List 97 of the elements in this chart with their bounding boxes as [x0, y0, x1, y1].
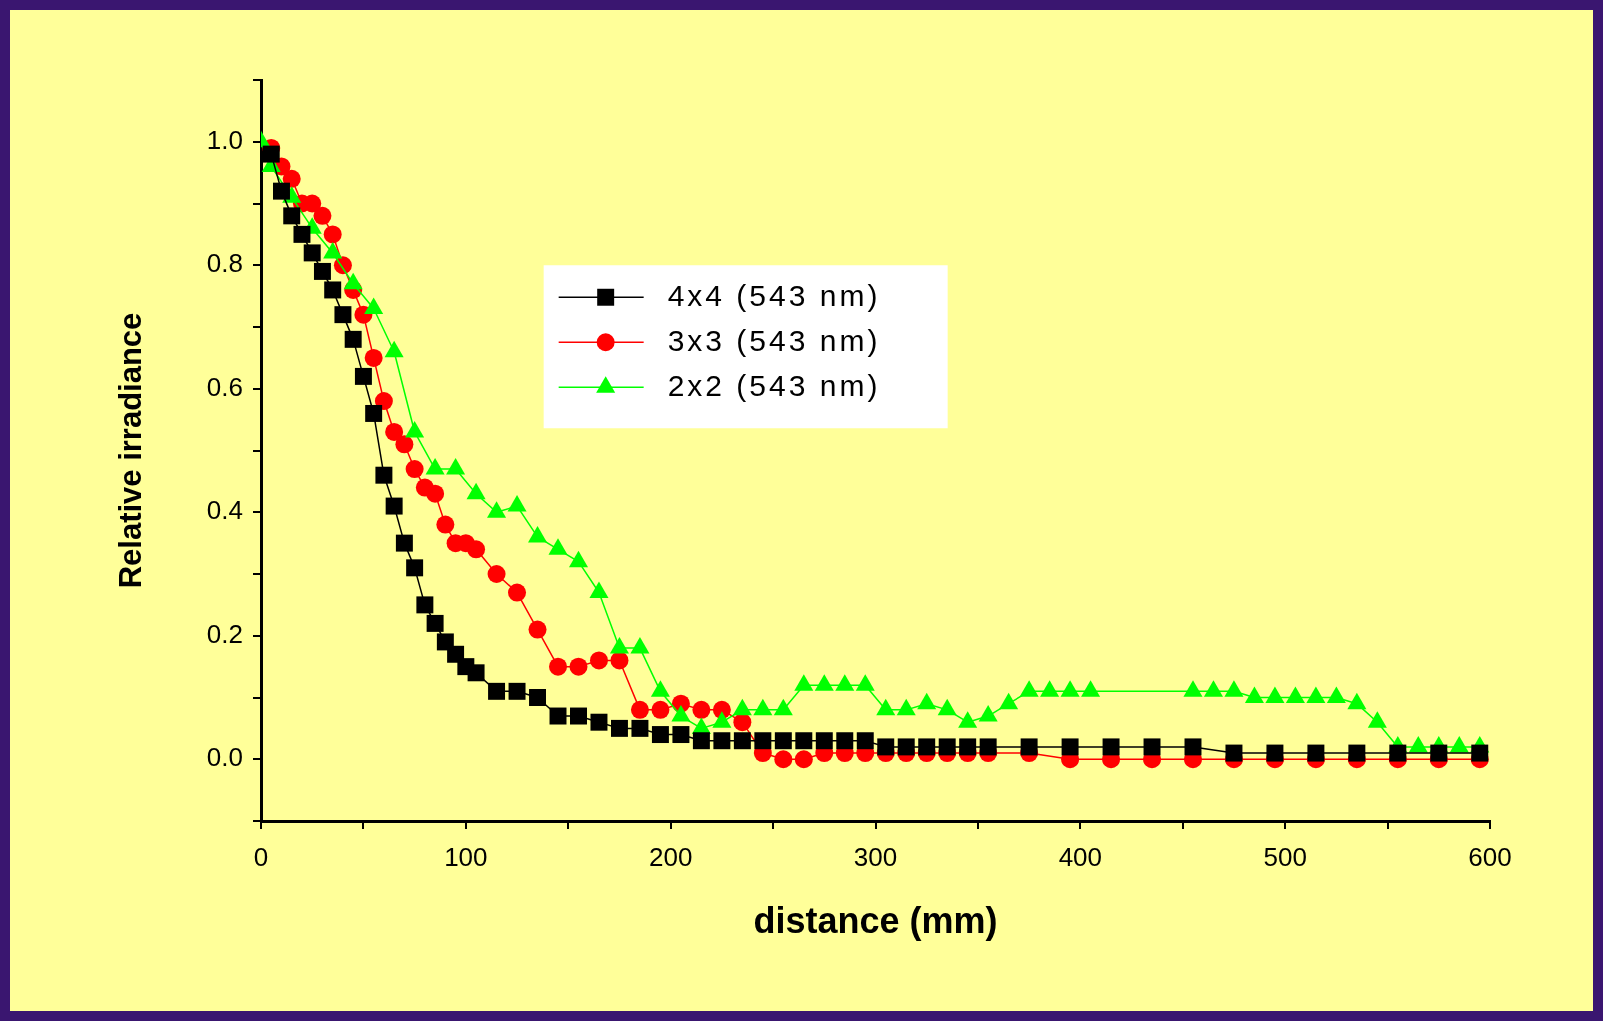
point: [1430, 744, 1448, 762]
point: [590, 713, 608, 731]
point: [836, 732, 854, 750]
point: [774, 750, 793, 769]
point: [1266, 744, 1284, 762]
point: [1389, 744, 1407, 762]
point: [610, 719, 628, 737]
point: [354, 367, 372, 385]
point: [395, 534, 413, 552]
point: [1020, 738, 1038, 756]
x-tick-label: 200: [648, 841, 693, 872]
point: [774, 732, 792, 750]
point: [426, 614, 444, 632]
y-tick-label: 0.4: [206, 495, 243, 526]
point: [313, 206, 332, 225]
y-tick-label: 0.8: [206, 248, 243, 279]
point: [467, 664, 485, 682]
point: [959, 738, 977, 756]
point: [733, 732, 751, 750]
point: [283, 207, 301, 225]
point: [692, 700, 711, 719]
point: [692, 732, 710, 750]
point: [487, 565, 506, 583]
point: [569, 657, 588, 676]
point: [733, 713, 752, 732]
point: [1061, 738, 1079, 756]
point: [1102, 738, 1120, 756]
point: [293, 225, 311, 243]
point: [815, 732, 833, 750]
point: [334, 306, 352, 324]
point: [467, 540, 486, 559]
point: [385, 422, 404, 441]
point: [273, 182, 290, 200]
point: [794, 750, 813, 769]
point: [1348, 744, 1366, 762]
point: [1143, 738, 1161, 756]
point: [528, 620, 547, 639]
point: [938, 738, 956, 756]
point: [365, 404, 383, 422]
point: [897, 738, 915, 756]
point: [1307, 744, 1325, 762]
point: [713, 732, 731, 750]
point: [651, 726, 669, 744]
point: [375, 466, 393, 484]
y-tick-label: 0.2: [206, 618, 243, 649]
point: [651, 700, 670, 719]
point: [344, 330, 362, 348]
y-tick-label: 0.0: [206, 742, 243, 773]
point: [508, 583, 527, 602]
legend-label: 2x2 (543 nm): [667, 368, 881, 402]
point: [630, 700, 649, 719]
x-tick-label: 600: [1468, 841, 1512, 872]
point: [416, 596, 434, 614]
x-tick-label: 500: [1263, 841, 1307, 872]
point: [323, 225, 342, 244]
point: [589, 651, 608, 670]
point: [405, 460, 424, 479]
point: [303, 244, 321, 262]
point: [262, 145, 280, 163]
point: [436, 633, 454, 651]
point: [436, 515, 455, 534]
point: [1225, 744, 1243, 762]
x-tick-label: 100: [444, 841, 488, 872]
y-tick-label: 0.6: [206, 371, 243, 402]
point: [313, 262, 331, 280]
point: [1471, 744, 1489, 762]
x-tick-label: 0: [253, 841, 269, 872]
point: [877, 738, 895, 756]
point: [549, 657, 568, 676]
point: [549, 707, 567, 725]
point: [374, 392, 393, 411]
point: [529, 689, 547, 706]
point: [488, 682, 506, 700]
point: [570, 707, 587, 725]
point: [395, 435, 414, 454]
point: [364, 348, 383, 367]
point: [508, 682, 526, 700]
point: [324, 281, 342, 299]
point: [795, 732, 813, 750]
point: [631, 719, 649, 737]
y-tick-label: 1.0: [206, 124, 243, 155]
x-tick-label: 400: [1058, 841, 1103, 872]
point: [856, 732, 874, 750]
point: [1184, 738, 1202, 756]
legend-label: 3x3 (543 nm): [667, 323, 881, 357]
point: [754, 732, 772, 750]
point: [282, 169, 301, 188]
point: [385, 497, 403, 515]
y-axis-title: Relative irradiance: [113, 312, 149, 589]
x-axis-title: distance (mm): [753, 900, 998, 942]
point: [918, 738, 936, 756]
x-tick-label: 300: [853, 841, 898, 872]
point: [426, 484, 445, 503]
point: [406, 559, 424, 577]
point: [672, 726, 690, 744]
point: [979, 738, 997, 756]
legend-label: 4x4 (543 nm): [667, 278, 881, 312]
